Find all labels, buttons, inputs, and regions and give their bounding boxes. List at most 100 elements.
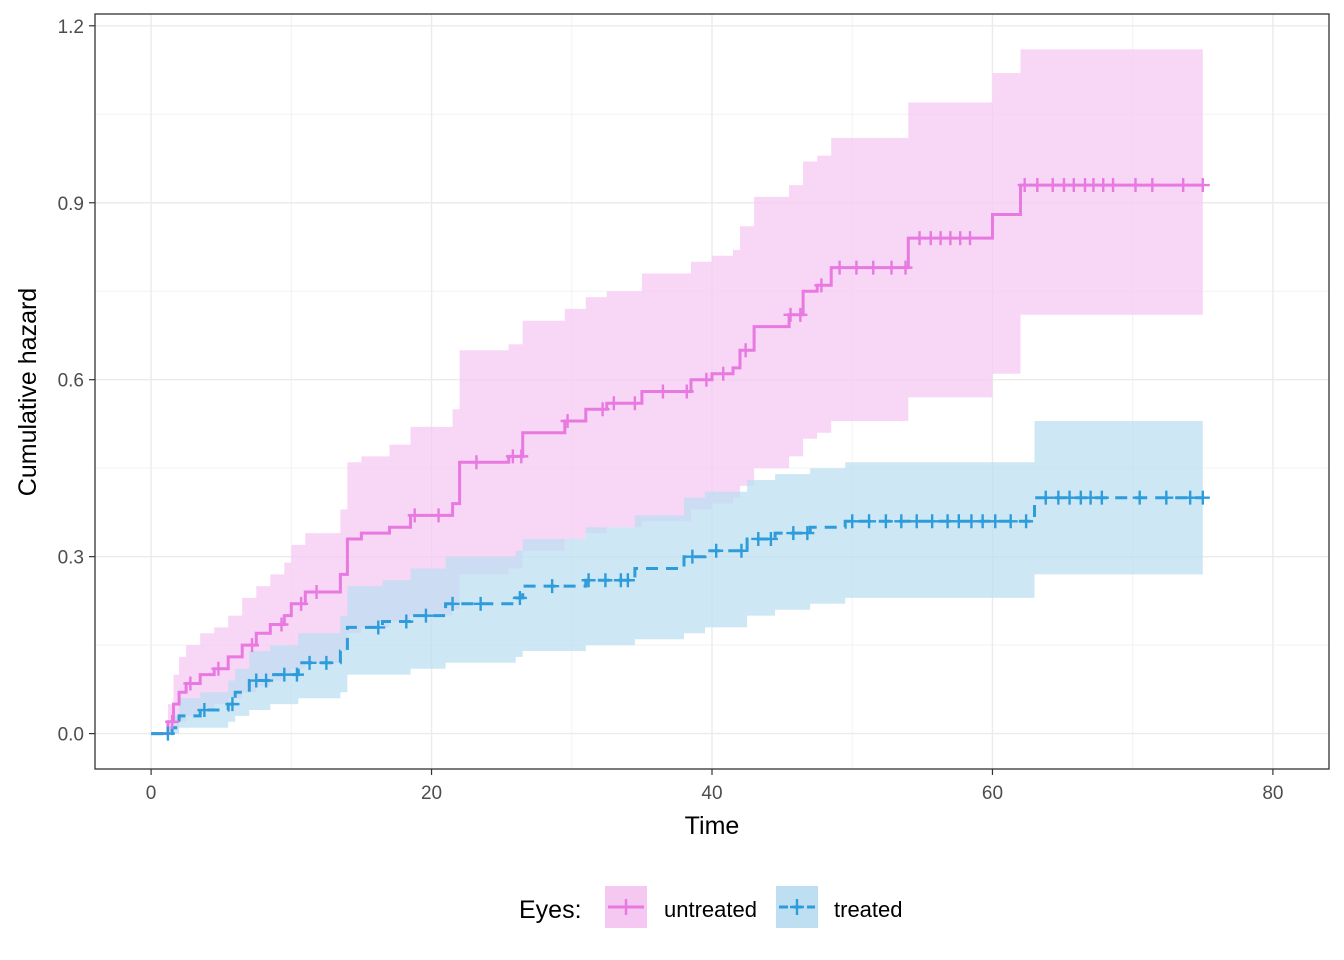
censor-mark-treated [763, 531, 778, 546]
y-axis-title: Cumulative hazard [14, 288, 42, 496]
censor-mark-untreated [832, 260, 847, 275]
censor-mark-treated [445, 596, 460, 611]
legend-label-untreated: untreated [664, 897, 757, 922]
legend-label-treated: treated [834, 897, 903, 922]
censor-mark-treated [620, 573, 635, 588]
legend-key-untreated [605, 886, 647, 928]
x-tick-label: 80 [1262, 783, 1283, 804]
censor-mark-untreated [560, 413, 575, 428]
censor-mark-treated [399, 614, 414, 629]
censor-mark-untreated [183, 676, 198, 691]
censor-mark-untreated [814, 278, 829, 293]
confidence-band-treated [151, 421, 1203, 734]
censor-mark-untreated [866, 260, 881, 275]
y-tick-label: 1.2 [58, 17, 84, 38]
censor-mark-untreated [245, 638, 260, 653]
censor-mark-untreated [1176, 178, 1191, 193]
censor-mark-treated [1003, 514, 1018, 529]
censor-mark-untreated [699, 372, 714, 387]
censor-mark-treated [197, 703, 212, 718]
censor-mark-treated [473, 596, 488, 611]
censor-mark-treated [951, 514, 966, 529]
censor-mark-untreated [627, 396, 642, 411]
censor-mark-untreated [793, 307, 808, 322]
censor-marks [160, 178, 1210, 741]
censor-mark-treated [1195, 490, 1210, 505]
x-tick-label: 40 [701, 783, 722, 804]
axes: 0 20 40 60 80 0.0 0.3 0.6 0.9 1.2 [58, 17, 1284, 804]
censor-mark-treated [1094, 490, 1109, 505]
censor-mark-untreated [514, 449, 529, 464]
censor-mark-untreated [274, 617, 289, 632]
censor-mark-treated [545, 579, 560, 594]
censor-mark-untreated [1195, 178, 1210, 193]
censor-mark-untreated [294, 596, 309, 611]
censor-mark-untreated [898, 260, 913, 275]
censor-mark-treated [418, 608, 433, 623]
legend-title: Eyes: [519, 896, 582, 924]
censor-mark-untreated [716, 366, 731, 381]
censor-mark-treated [786, 526, 801, 541]
censor-mark-treated [598, 573, 613, 588]
censor-mark-untreated [431, 508, 446, 523]
censor-mark-treated [709, 543, 724, 558]
censor-mark-treated [259, 673, 274, 688]
legend-censor-untreated [619, 899, 633, 915]
censor-mark-treated [289, 667, 304, 682]
censor-mark-treated [1132, 490, 1147, 505]
y-tick-label: 0.0 [58, 725, 84, 746]
censor-mark-treated [371, 620, 386, 635]
censor-mark-untreated [1030, 178, 1045, 193]
censor-mark-treated [800, 526, 815, 541]
censor-mark-treated [878, 514, 893, 529]
x-tick-label: 0 [146, 783, 157, 804]
censor-mark-treated [1019, 514, 1034, 529]
censor-mark-untreated [1145, 178, 1160, 193]
censor-mark-treated [751, 531, 766, 546]
censor-mark-untreated [738, 343, 753, 358]
censor-mark-treated [975, 514, 990, 529]
censor-mark-treated [685, 549, 700, 564]
legend: Eyes: untreated treated [519, 886, 903, 928]
censor-mark-untreated [1106, 178, 1121, 193]
censor-mark-treated [581, 573, 596, 588]
censor-mark-untreated [849, 260, 864, 275]
censor-mark-untreated [595, 402, 610, 417]
censor-mark-treated [277, 667, 292, 682]
y-tick-label: 0.3 [58, 548, 84, 569]
censor-mark-untreated [407, 508, 422, 523]
x-tick-label: 60 [982, 783, 1003, 804]
censor-mark-untreated [165, 714, 180, 729]
censor-mark-treated [302, 655, 317, 670]
y-tick-label: 0.9 [58, 194, 84, 215]
censor-mark-treated [988, 514, 1003, 529]
x-axis-title: Time [685, 812, 740, 840]
censor-mark-treated [1038, 490, 1053, 505]
censor-mark-untreated [606, 396, 621, 411]
censor-mark-treated [319, 655, 334, 670]
censor-mark-treated [1159, 490, 1174, 505]
censor-mark-untreated [469, 455, 484, 470]
censor-mark-untreated [679, 384, 694, 399]
x-tick-label: 20 [421, 783, 442, 804]
censor-mark-treated [1183, 490, 1198, 505]
censor-mark-treated [734, 543, 749, 558]
censor-mark-treated [225, 697, 240, 712]
censor-mark-treated [862, 514, 877, 529]
censor-mark-treated [925, 514, 940, 529]
censor-mark-treated [894, 514, 909, 529]
legend-censor-treated [790, 899, 804, 915]
censor-mark-untreated [1128, 178, 1143, 193]
censor-mark-untreated [1017, 178, 1032, 193]
legend-key-treated [776, 886, 818, 928]
censor-mark-untreated [309, 585, 324, 600]
censor-mark-treated [845, 514, 860, 529]
censor-mark-untreated [884, 260, 899, 275]
censor-mark-untreated [655, 384, 670, 399]
y-tick-label: 0.6 [58, 371, 84, 392]
censor-mark-treated [909, 514, 924, 529]
censor-mark-treated [160, 726, 175, 741]
censor-mark-treated [512, 590, 527, 605]
censor-mark-untreated [963, 231, 978, 246]
